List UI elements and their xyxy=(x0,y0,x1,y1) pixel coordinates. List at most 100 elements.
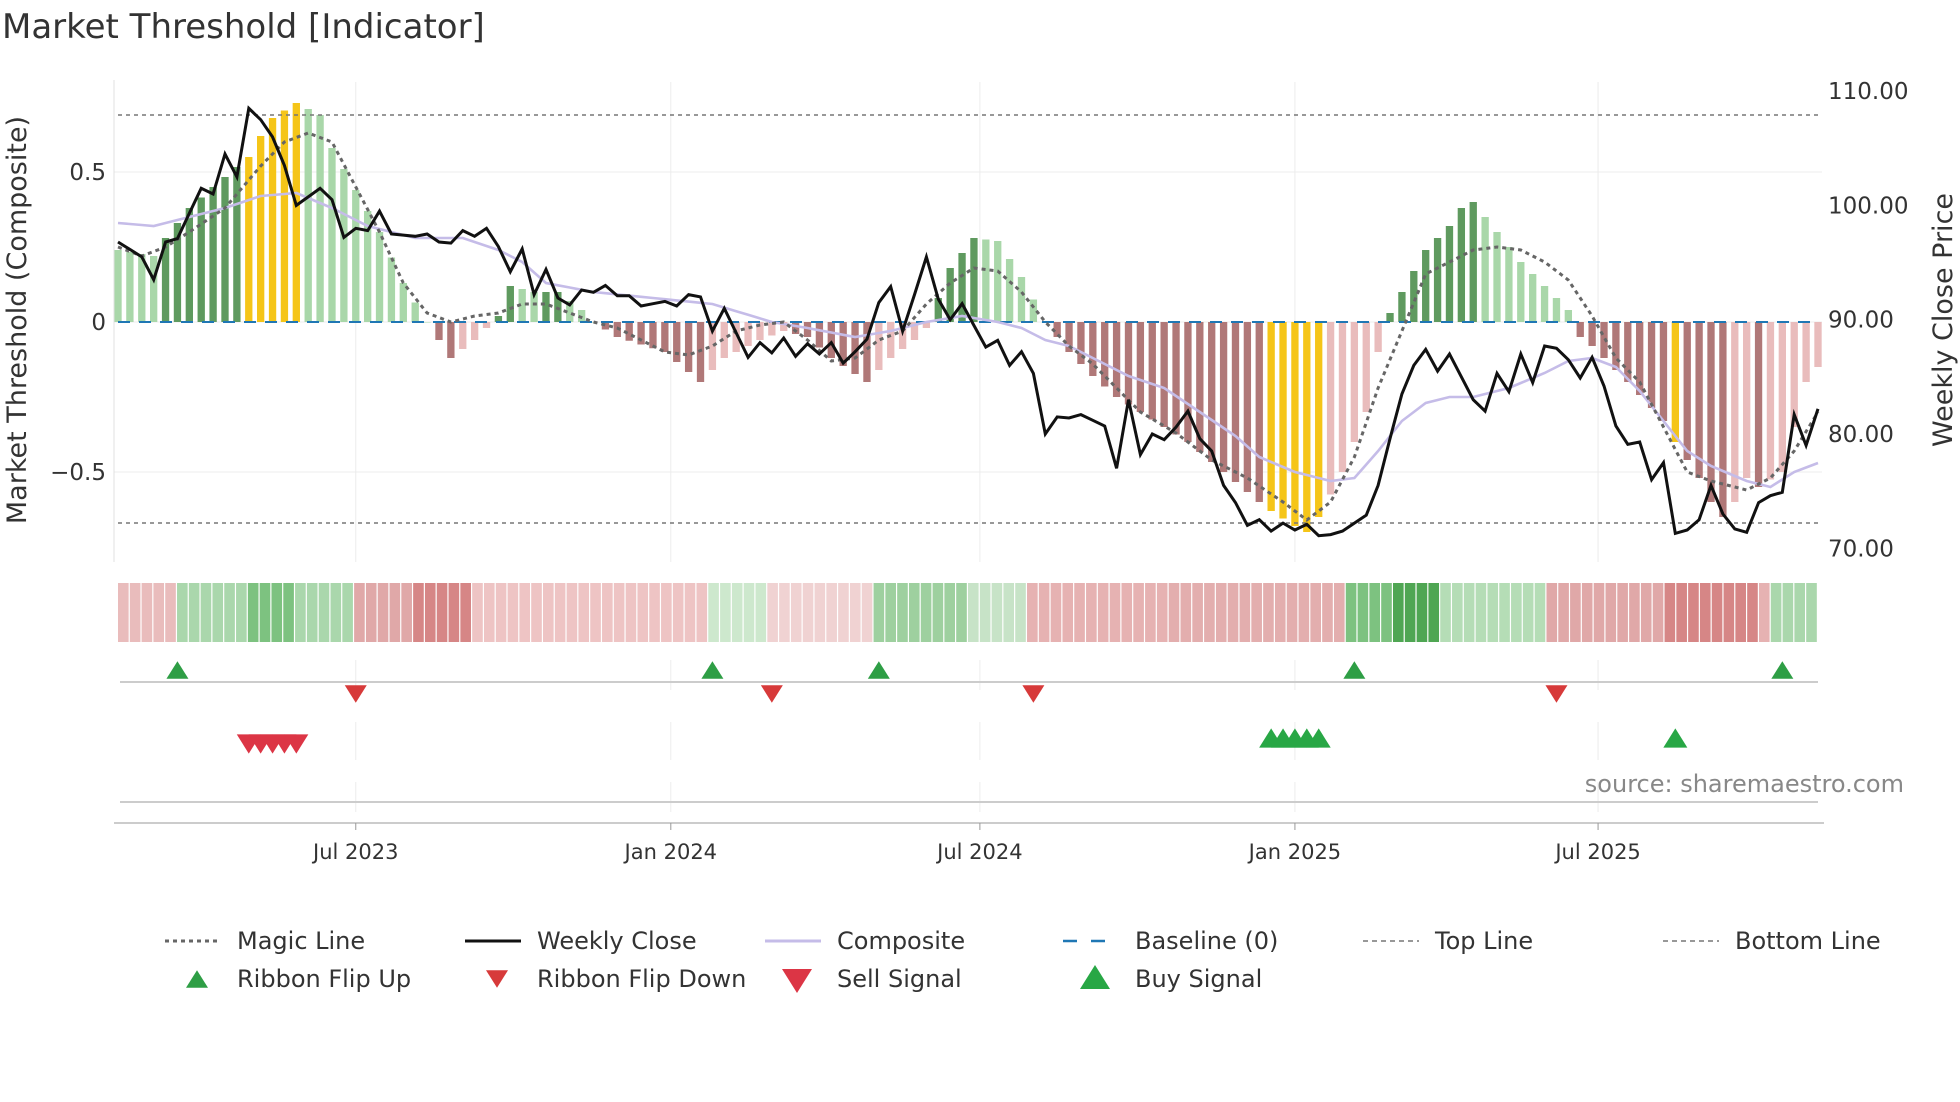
histogram-bar xyxy=(1208,322,1216,462)
ribbon-flip-up-marker xyxy=(1343,661,1366,679)
ribbon-cell xyxy=(1369,583,1381,642)
weekly-close-line xyxy=(117,105,1820,538)
ribbon-panel xyxy=(118,583,1817,642)
histogram-bar xyxy=(673,322,681,362)
histogram-bar xyxy=(1089,322,1097,376)
histogram-bar xyxy=(1505,247,1513,322)
histogram-bar xyxy=(1219,322,1228,472)
ribbon-cell xyxy=(672,583,684,642)
histogram-bar xyxy=(1719,322,1727,517)
histogram-bar xyxy=(1077,322,1085,364)
ribbon-cell xyxy=(1499,583,1510,642)
histogram-bar xyxy=(411,302,419,322)
histogram-bar xyxy=(1433,238,1442,322)
ribbon-cell xyxy=(1133,583,1144,642)
ribbon-cell xyxy=(1145,583,1156,642)
histogram-bar xyxy=(542,292,550,322)
ribbon-cell xyxy=(129,583,141,642)
ribbon-cell xyxy=(1404,583,1416,642)
legend-label: Composite xyxy=(837,927,965,955)
histogram-bar xyxy=(1303,322,1311,532)
ribbon-cell xyxy=(649,583,660,642)
legend-item: Bottom Line xyxy=(1663,927,1881,955)
histogram-bar xyxy=(1124,322,1133,405)
ribbon-cell xyxy=(212,583,224,642)
ribbon-cell xyxy=(838,583,849,642)
ribbon-cell xyxy=(1381,583,1392,642)
chart-title: Market Threshold [Indicator] xyxy=(2,7,485,47)
ribbon-cell xyxy=(283,583,294,642)
histogram-bar xyxy=(994,241,1002,322)
ribbon-cell xyxy=(377,583,389,642)
histogram-bar xyxy=(803,322,812,337)
histogram-bar xyxy=(1315,322,1323,517)
legend-item: Baseline (0) xyxy=(1063,927,1278,955)
histogram-bar xyxy=(1053,322,1061,337)
legend-item: Composite xyxy=(765,927,965,955)
x-tick-label: Jul 2023 xyxy=(311,840,398,864)
ribbon-cell xyxy=(590,583,601,642)
histogram-bar xyxy=(1445,226,1454,322)
signal-panel xyxy=(114,661,1824,824)
ribbon-cell xyxy=(1699,583,1711,642)
ribbon-cell xyxy=(1735,583,1746,642)
ribbon-cell xyxy=(1546,583,1558,642)
histogram-bar xyxy=(506,286,514,322)
histogram-bar xyxy=(1540,286,1549,322)
ribbon-cell xyxy=(1511,583,1522,642)
histogram-bar xyxy=(1766,322,1775,480)
right-tick-label: 90.00 xyxy=(1828,308,1894,334)
right-tick-label: 100.00 xyxy=(1828,193,1908,219)
ribbon-cell xyxy=(1629,583,1640,642)
histogram-bar xyxy=(1517,262,1525,322)
ribbon-cell xyxy=(1711,583,1723,642)
ribbon-cell xyxy=(1074,583,1085,642)
histogram-bar xyxy=(1814,322,1822,367)
histogram-bar xyxy=(459,322,467,349)
histogram-bar xyxy=(1790,322,1798,427)
ribbon-cell xyxy=(1298,583,1310,642)
ribbon-cell xyxy=(578,583,590,642)
ribbon-cell xyxy=(779,583,790,642)
ribbon-cell xyxy=(1581,583,1593,642)
buy-signal-marker xyxy=(1306,728,1331,748)
histogram-bar xyxy=(185,208,193,322)
ribbon-cell xyxy=(1452,583,1463,642)
histogram-bar xyxy=(863,322,871,382)
ribbon-cell xyxy=(1617,583,1628,642)
ribbon-cell xyxy=(1570,583,1581,642)
histogram-bar xyxy=(138,254,146,322)
histogram-bar xyxy=(1457,208,1466,322)
histogram-bar xyxy=(1754,322,1763,487)
histogram-bar xyxy=(982,239,990,322)
histogram-bar xyxy=(601,322,610,330)
legend-label: Ribbon Flip Up xyxy=(237,965,411,993)
ribbon-cell xyxy=(637,583,649,642)
legend-item: Buy Signal xyxy=(1080,965,1262,993)
legend-swatch xyxy=(486,970,508,988)
histogram-bar xyxy=(1659,322,1668,421)
ribbon-cell xyxy=(177,583,188,642)
histogram-bar xyxy=(447,322,455,358)
ribbon-cell xyxy=(1286,583,1298,642)
histogram-bar xyxy=(1671,322,1680,442)
histogram-bar xyxy=(1588,322,1596,346)
histogram-bar xyxy=(1184,322,1192,442)
gridlines xyxy=(114,82,1822,812)
legend-item: Magic Line xyxy=(165,927,365,955)
ribbon-cell xyxy=(1428,583,1440,642)
histogram-bar xyxy=(1065,322,1073,352)
histogram-bar xyxy=(221,177,229,322)
ribbon-cell xyxy=(354,583,365,642)
ribbon-cell xyxy=(684,583,696,642)
ribbon-cell xyxy=(1239,583,1251,642)
ribbon-cell xyxy=(1003,583,1015,642)
ribbon-cell xyxy=(472,583,483,642)
histogram-bar xyxy=(1243,322,1252,492)
histogram-bar xyxy=(209,187,217,322)
histogram-bar xyxy=(1564,310,1573,322)
x-tick-label: Jul 2025 xyxy=(1553,840,1640,864)
ribbon-cell xyxy=(236,583,247,642)
ribbon-cell xyxy=(1263,583,1274,642)
histogram-bar xyxy=(1101,322,1109,387)
